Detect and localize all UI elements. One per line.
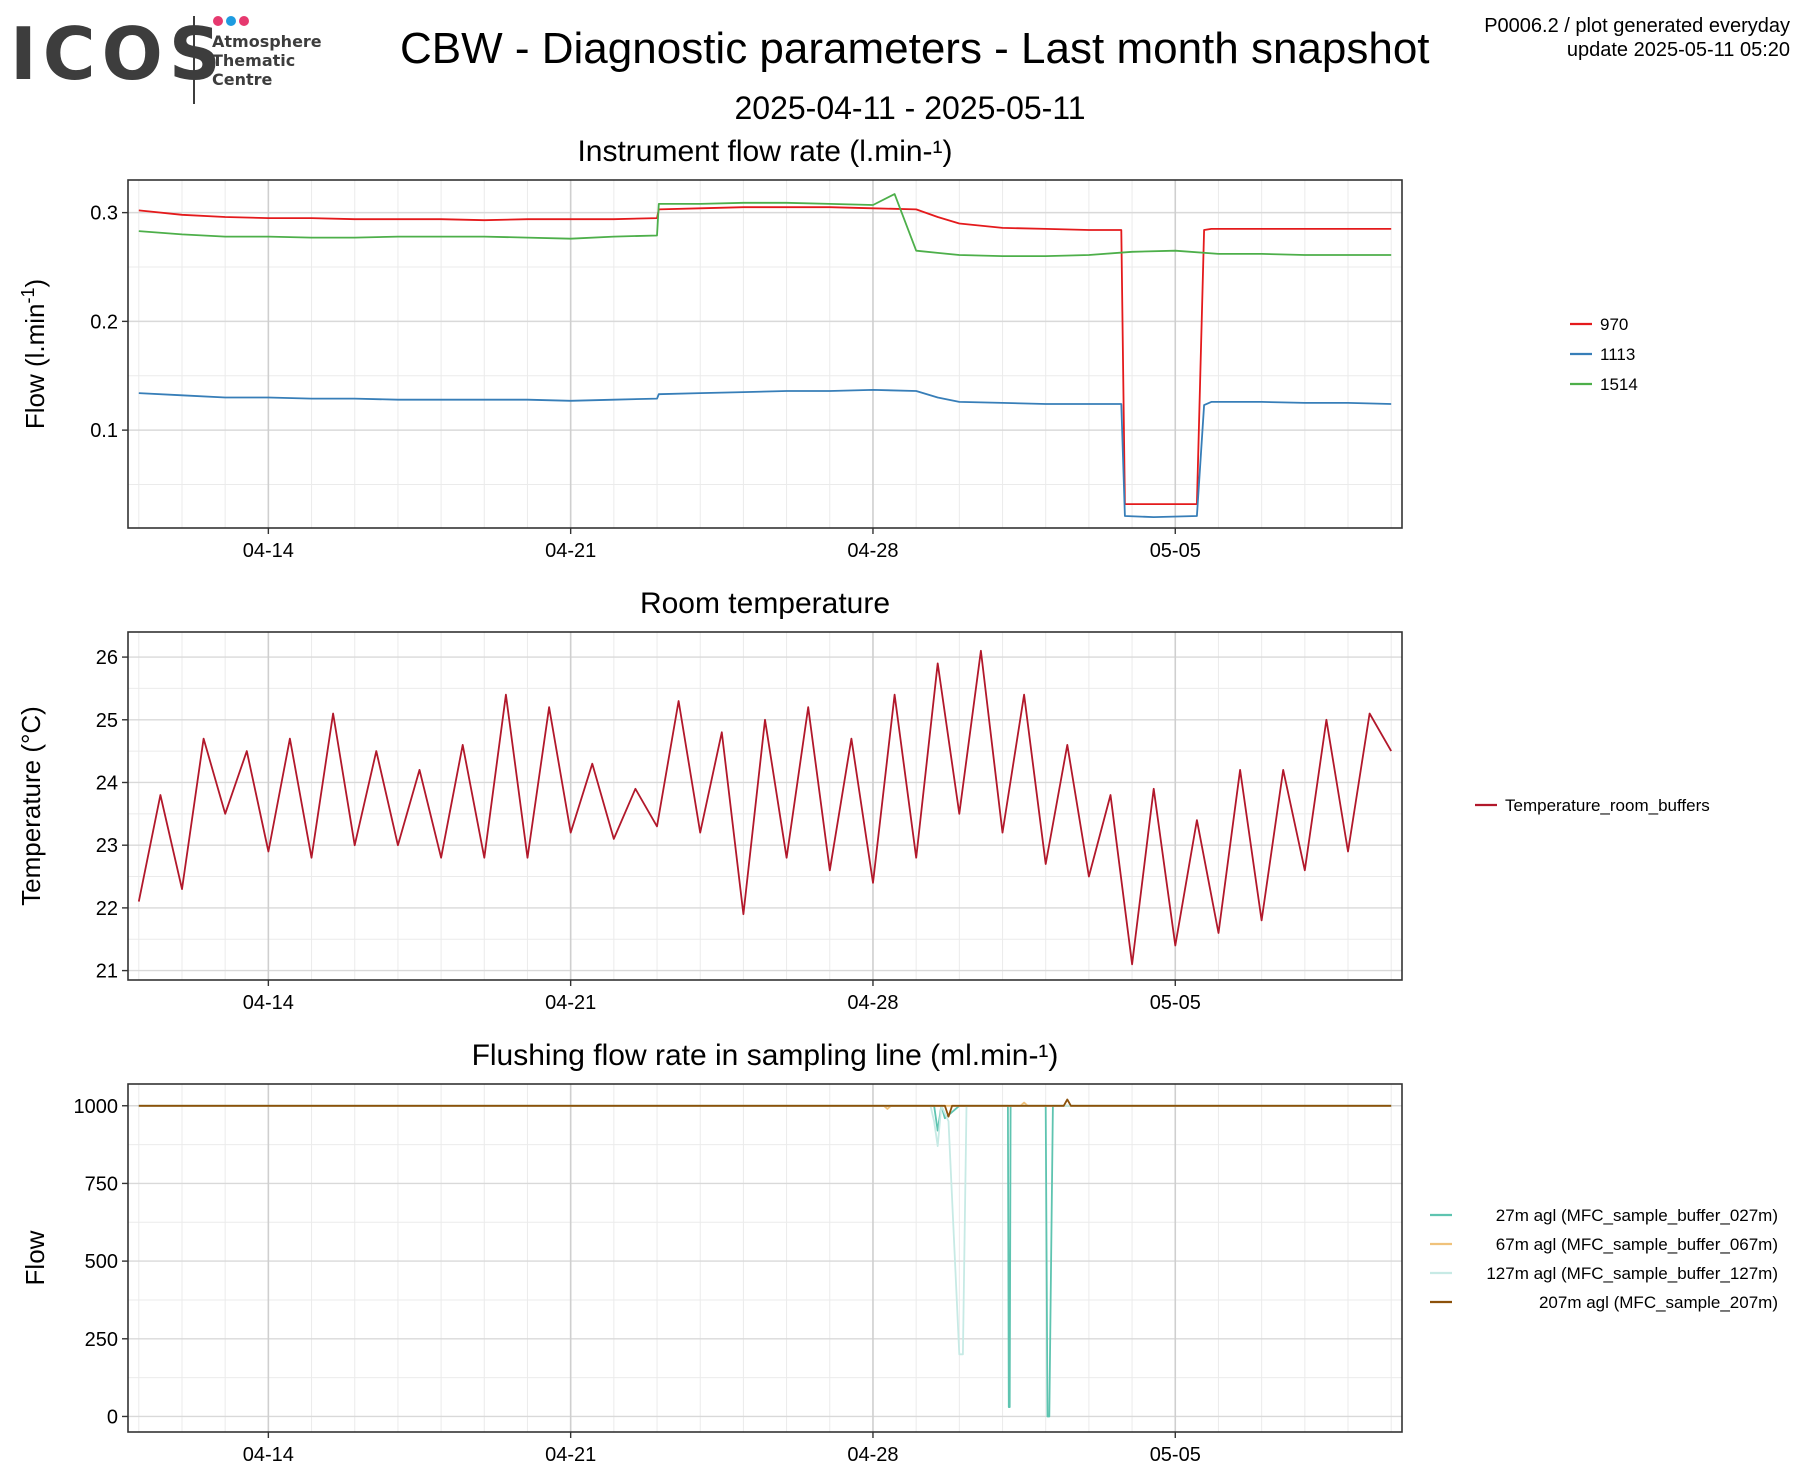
y-tick-label: 250 — [85, 1329, 118, 1351]
logo-divider — [193, 16, 195, 104]
x-tick-label: 04-28 — [847, 992, 898, 1014]
y-tick-label: 22 — [96, 898, 118, 920]
plot-background — [128, 1084, 1402, 1432]
series-line-Temperature_room_buffers — [137, 649, 1392, 966]
y-tick-label: 750 — [85, 1173, 118, 1195]
chart-title: Flushing flow rate in sampling line (ml.… — [472, 1039, 1059, 1072]
y-tick-label: 24 — [96, 772, 118, 794]
plot-id-text: P0006.2 / plot generated everyday — [1484, 15, 1790, 37]
chart-panel-2: Room temperature 21 22 23 24 25 26 04-14 04-21 04… — [16, 587, 1710, 1014]
x-tick-label: 05-05 — [1150, 1444, 1201, 1466]
legend-label: 127m agl (MFC_sample_buffer_127m) — [1486, 1264, 1778, 1283]
y-tick-label: 26 — [96, 647, 118, 669]
y-axis-label: Temperature (°C) — [16, 706, 46, 906]
series-line-207m — [138, 1098, 1392, 1118]
chart-title: Room temperature — [640, 587, 890, 620]
plot-background — [128, 180, 1402, 528]
legend-label: 1113 — [1600, 345, 1635, 364]
logo-dots-icon — [213, 16, 249, 26]
x-tick-label: 04-21 — [545, 540, 596, 562]
series-line-970 — [138, 206, 1392, 506]
y-axis-label: Flow (l.min-1) — [18, 279, 50, 429]
y-tick-label: 1000 — [74, 1096, 119, 1118]
panel-border — [127, 179, 1403, 529]
logo-subtitle-line: Centre — [212, 70, 273, 89]
y-tick-label: 500 — [85, 1251, 118, 1273]
logo-subtitle-line: Atmosphere — [212, 32, 322, 51]
legend-label: 27m agl (MFC_sample_buffer_027m) — [1496, 1206, 1778, 1225]
legend: 27m agl (MFC_sample_buffer_027m) 67m agl … — [1430, 1206, 1778, 1312]
chart-panel-1: Instrument flow rate (l.min-¹) 0.1 0.2 0.3 0… — [18, 135, 1638, 562]
icos-logo: ICOS — [10, 12, 227, 96]
legend-label: 1514 — [1600, 375, 1638, 394]
x-tick-label: 04-21 — [545, 992, 596, 1014]
legend: Temperature_room_buffers — [1475, 796, 1710, 815]
logo-subtitle-line: Thematic — [212, 51, 296, 70]
legend-label: 207m agl (MFC_sample_207m) — [1539, 1293, 1778, 1312]
y-tick-label: 0.2 — [90, 311, 118, 333]
x-tick-label: 04-14 — [243, 540, 294, 562]
legend-label: Temperature_room_buffers — [1505, 796, 1710, 815]
x-tick-label: 05-05 — [1150, 992, 1201, 1014]
panel-border — [127, 631, 1403, 981]
y-tick-label: 0.3 — [90, 203, 118, 225]
legend-label: 67m agl (MFC_sample_buffer_067m) — [1496, 1235, 1778, 1254]
x-tick-label: 04-21 — [545, 1444, 596, 1466]
chart-panel-3: Flushing flow rate in sampling line (ml.… — [20, 1039, 1778, 1466]
chart-title: Instrument flow rate (l.min-¹) — [577, 135, 952, 168]
x-tick-label: 04-28 — [847, 540, 898, 562]
x-tick-label: 05-05 — [1150, 540, 1201, 562]
legend: 970 1113 1514 — [1570, 315, 1638, 394]
page-title: CBW - Diagnostic parameters - Last month… — [400, 24, 1430, 73]
x-tick-label: 04-14 — [243, 992, 294, 1014]
date-range: 2025-04-11 - 2025-05-11 — [734, 90, 1086, 126]
corner-info: P0006.2 / plot generated everyday update… — [1484, 14, 1790, 62]
y-tick-label: 0.1 — [90, 420, 118, 442]
update-text: update 2025-05-11 05:20 — [1566, 39, 1790, 61]
x-tick-label: 04-14 — [243, 1444, 294, 1466]
logo-dot-2 — [226, 16, 236, 26]
y-axis-label: Flow — [20, 1230, 50, 1285]
series-line-1514 — [138, 193, 1392, 258]
logo-dot-3 — [239, 16, 249, 26]
x-tick-label: 04-28 — [847, 1444, 898, 1466]
series-line-1113 — [138, 388, 1392, 518]
legend-label: 970 — [1600, 315, 1628, 334]
y-tick-label: 0 — [107, 1406, 118, 1428]
y-tick-label: 21 — [96, 961, 118, 983]
plot-background — [128, 632, 1402, 980]
logo-subtitle: Atmosphere Thematic Centre — [212, 32, 322, 89]
panel-border — [127, 1083, 1403, 1433]
y-tick-label: 25 — [96, 710, 118, 732]
logo-dot-1 — [213, 16, 223, 26]
y-tick-label: 23 — [96, 835, 118, 857]
